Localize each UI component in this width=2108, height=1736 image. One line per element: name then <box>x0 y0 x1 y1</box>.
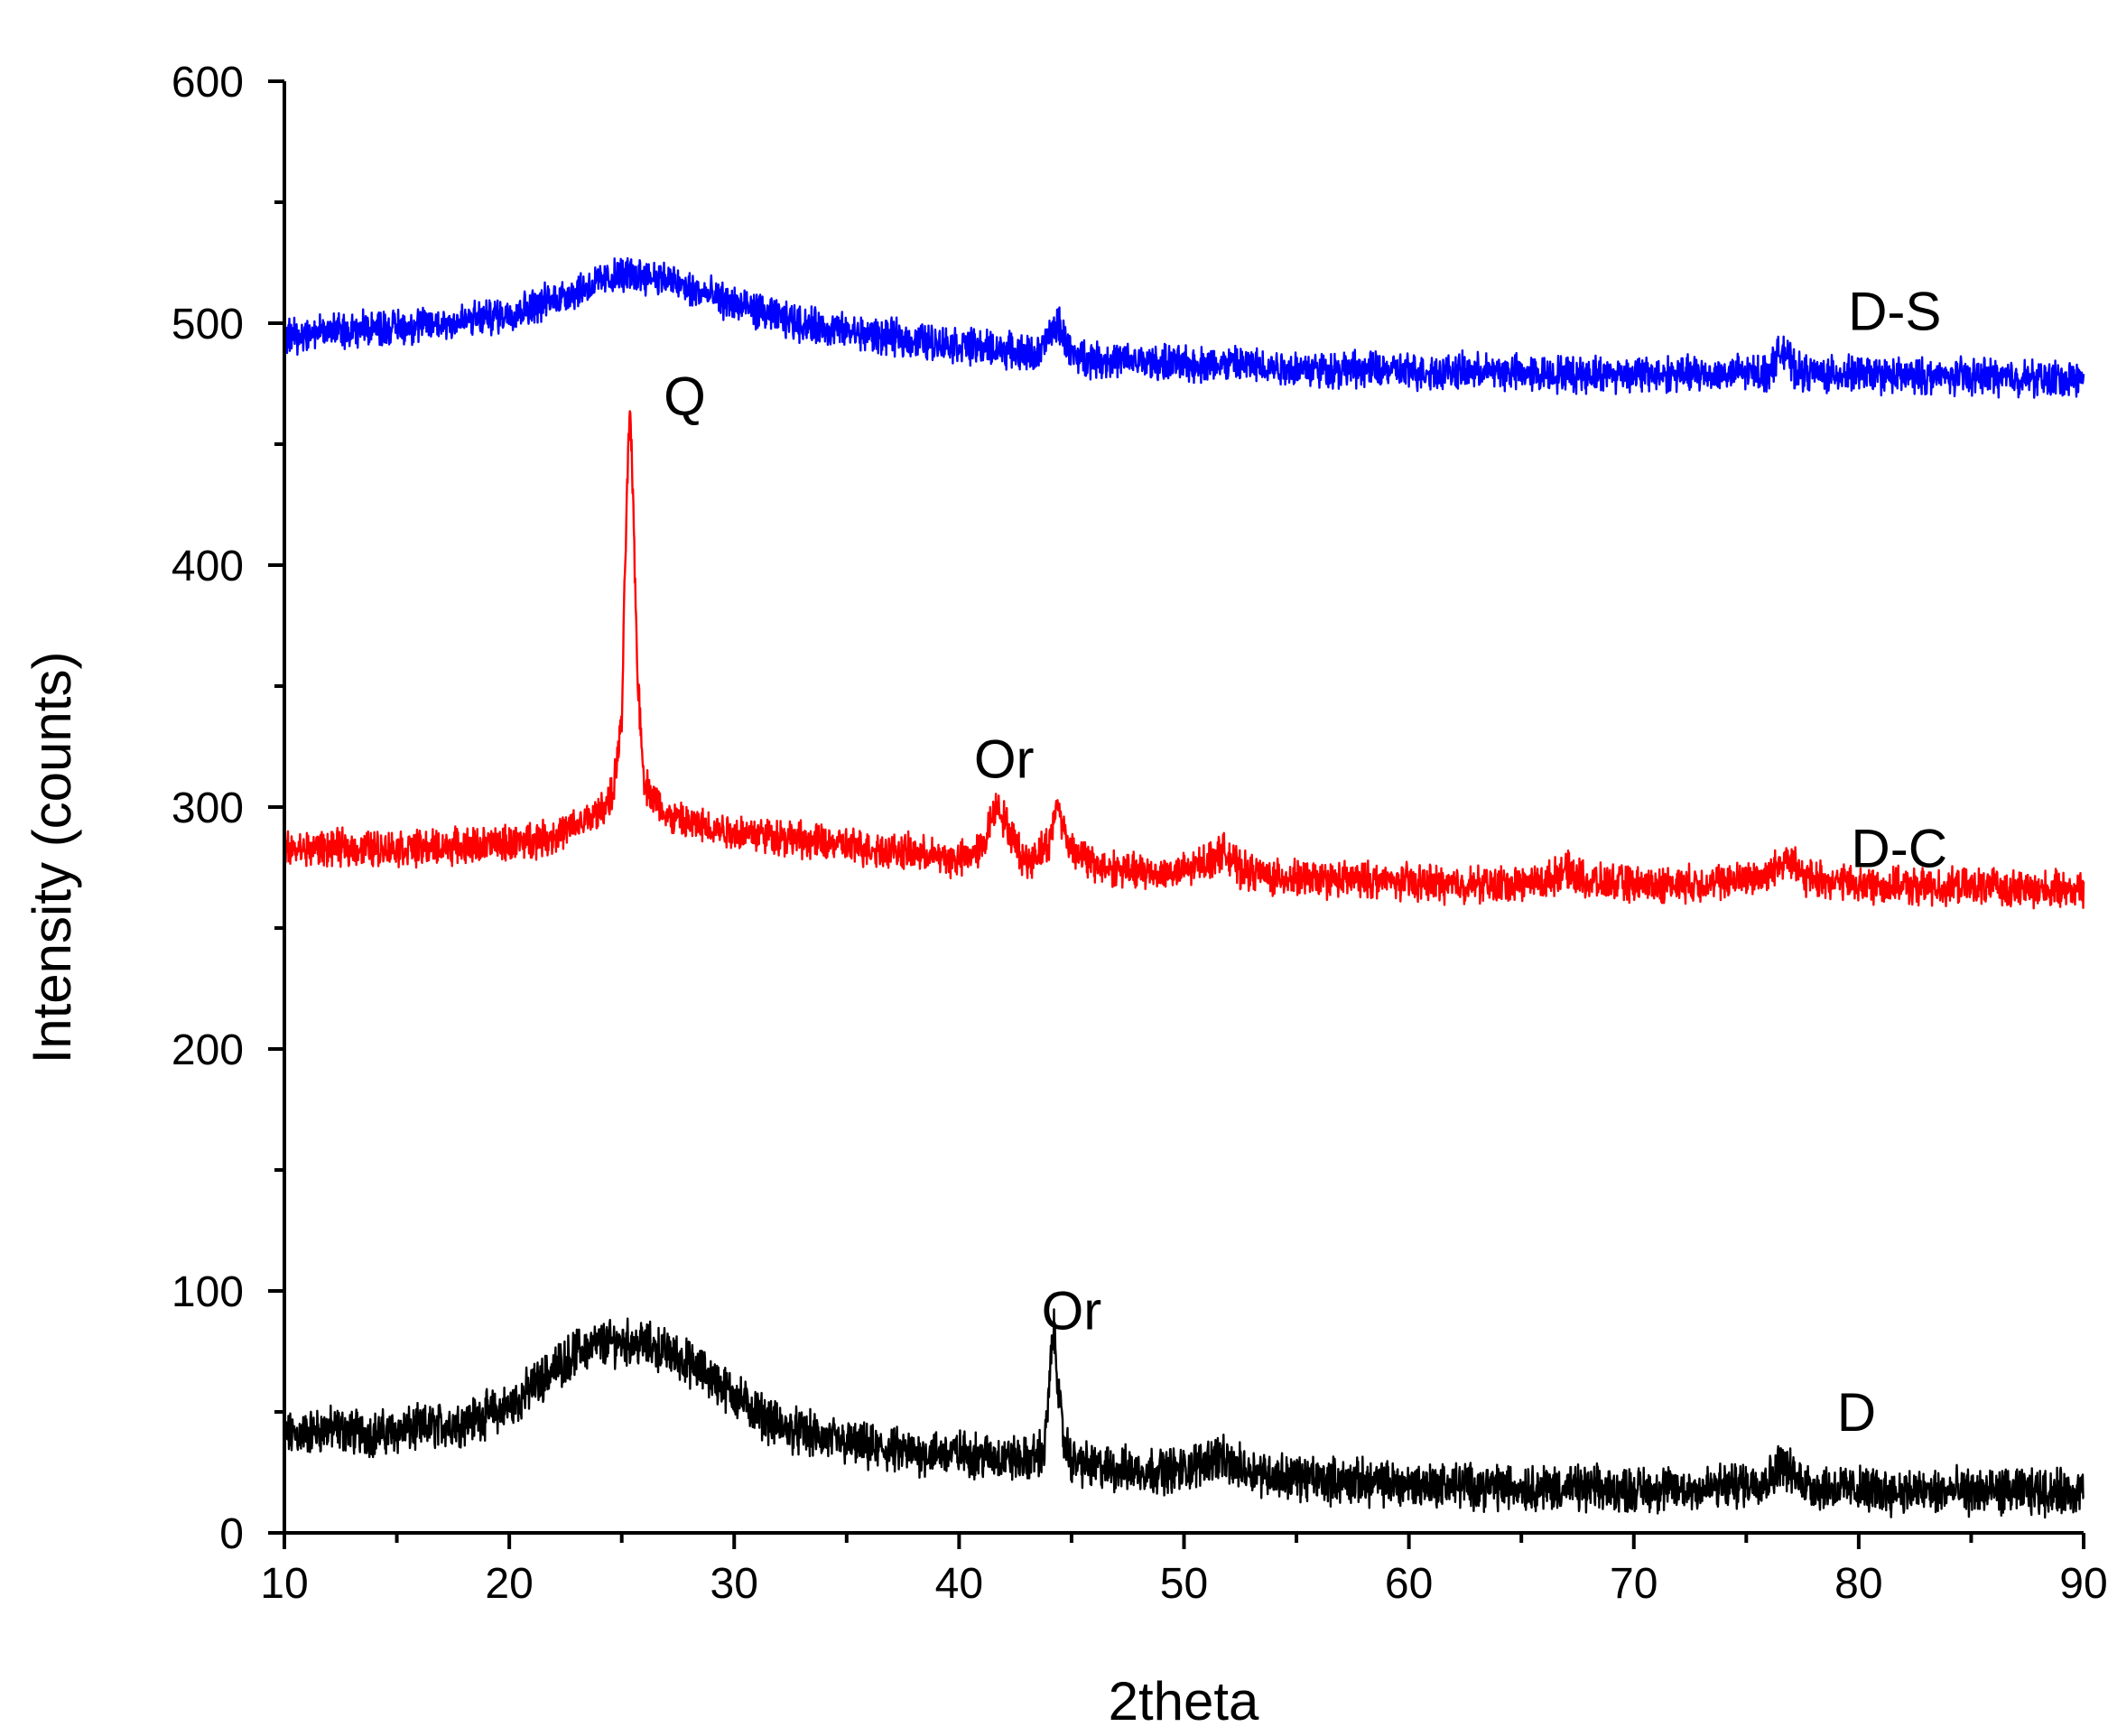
x-tick-label: 70 <box>1610 1560 1658 1608</box>
x-tick-label: 60 <box>1385 1560 1433 1608</box>
x-tick-label: 90 <box>2059 1560 2107 1608</box>
y-tick-label: 600 <box>172 59 244 107</box>
annotation-label-dc: D-C <box>1851 819 1947 879</box>
annotation-label-ds: D-S <box>1848 282 1941 342</box>
series-layer <box>283 256 2085 1519</box>
y-tick-label: 200 <box>172 1026 244 1074</box>
x-tick-label: 30 <box>710 1560 758 1608</box>
x-tick-label: 10 <box>260 1560 308 1608</box>
y-tick-label: 500 <box>172 301 244 348</box>
y-tick-label: 300 <box>172 784 244 832</box>
series-line-d-c <box>283 410 2085 910</box>
series-line-d <box>283 1308 2085 1519</box>
x-tick-label: 50 <box>1160 1560 1208 1608</box>
y-tick-label: 100 <box>172 1268 244 1316</box>
annotations: Q Or Or D-S D-C D <box>664 282 1947 1443</box>
annotation-or-dc: Or <box>974 729 1035 789</box>
x-tick-label: 80 <box>1834 1560 1882 1608</box>
x-tick-label: 20 <box>485 1560 533 1608</box>
x-tick-label: 40 <box>935 1560 983 1608</box>
x-axis-title: 2theta <box>1109 1671 1259 1731</box>
y-tick-label: 0 <box>219 1510 244 1558</box>
y-tick-label: 400 <box>172 543 244 590</box>
series-line-d-s <box>283 256 2085 399</box>
annotation-label-d: D <box>1837 1382 1876 1443</box>
ticks: 10 20 30 40 50 60 70 80 90 0 100 200 300 400 500 600 <box>172 59 2108 1608</box>
annotation-q: Q <box>664 366 706 426</box>
annotation-or-d: Or <box>1042 1280 1102 1341</box>
y-axis-title: Intensity (counts) <box>22 652 82 1064</box>
